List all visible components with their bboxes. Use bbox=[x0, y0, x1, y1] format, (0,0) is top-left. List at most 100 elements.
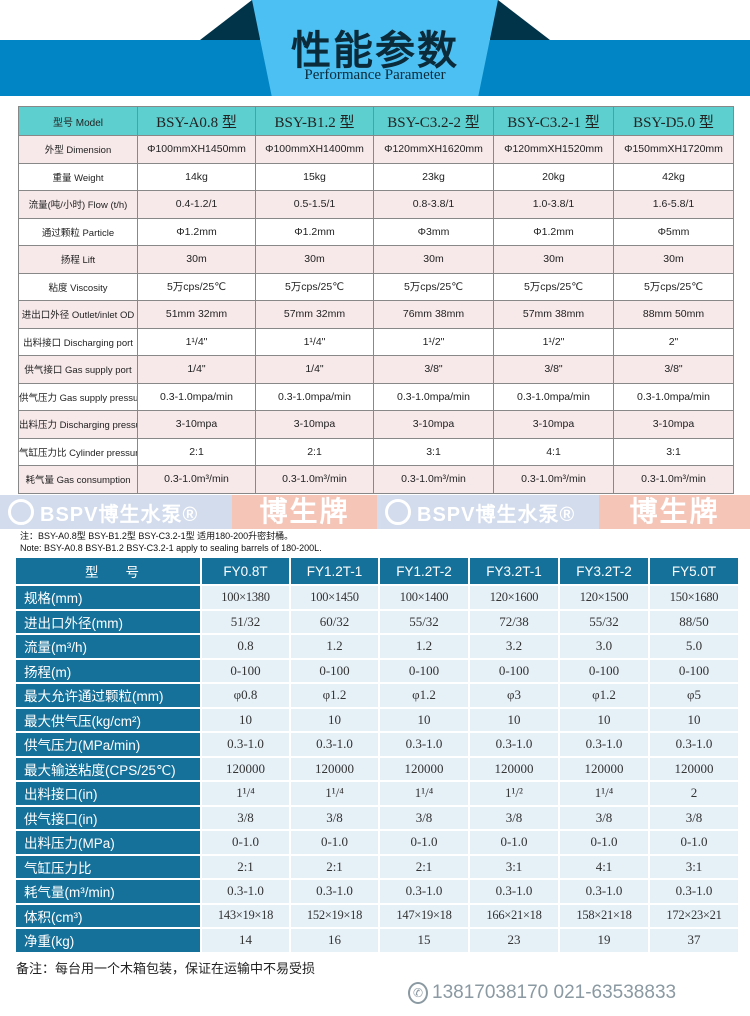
table-cell: 2:1 bbox=[137, 437, 256, 466]
watermark-brand: BSPV博生水泵® bbox=[377, 495, 599, 529]
banner-triangle-right bbox=[490, 0, 550, 40]
table-cell: 120×1600 bbox=[468, 584, 560, 611]
table-row: 供气接口 Gas supply port 1/4" 1/4" 3/8" 3/8" 3/8" bbox=[18, 355, 734, 384]
watermark-brand-cn-text: 博生牌 bbox=[629, 496, 720, 527]
table-cell: 0.8 bbox=[200, 633, 291, 660]
table-cell: φ3 bbox=[468, 682, 560, 709]
table-cell: 1¹/4" bbox=[255, 327, 374, 356]
table-cell: 51/32 bbox=[200, 608, 291, 635]
table-row: 耗气量(m³/min) 0.3-1.0 0.3-1.0 0.3-1.0 0.3-1.0 0… bbox=[14, 878, 740, 905]
table-cell: 51mm 32mm bbox=[137, 300, 256, 329]
table-cell: 5万cps/25℃ bbox=[493, 272, 614, 301]
table-cell: 0.3-1.0m³/min bbox=[373, 465, 494, 494]
table-header-row: 型 号 FY0.8T FY1.2T-1 FY1.2T-2 FY3.2T-1 FY3.2T-… bbox=[14, 556, 740, 586]
table-cell: Φ120mmXH1620mm bbox=[373, 135, 494, 164]
table-row: 最大输送粘度(CPS/25℃) 120000 120000 120000 120000 1… bbox=[14, 755, 740, 782]
table-cell: 23kg bbox=[373, 162, 494, 191]
table-cell: Φ100mmXH1400mm bbox=[255, 135, 374, 164]
table-row: 通过颗粒 Particle Φ1.2mm Φ1.2mm Φ3mm Φ1.2mm Φ5mm bbox=[18, 217, 734, 246]
table-cell: 1¹/2" bbox=[373, 327, 494, 356]
table-cell: Φ5mm bbox=[613, 217, 734, 246]
table-cell: 0-100 bbox=[289, 657, 380, 684]
table-cell: 2:1 bbox=[289, 853, 380, 880]
row-label: 最大供气压(kg/cm²) bbox=[14, 706, 202, 733]
table-row: 最大允许通过颗粒(mm) φ0.8 φ1.2 φ1.2 φ3 φ1.2 φ5 bbox=[14, 682, 740, 709]
table-cell: 0.3-1.0 bbox=[289, 731, 380, 758]
table-cell: 0-1.0 bbox=[558, 829, 650, 856]
row-label: 最大允许通过颗粒(mm) bbox=[14, 682, 202, 709]
watermark-brand: BSPV博生水泵® bbox=[0, 495, 232, 529]
row-label: 型 号 bbox=[14, 556, 202, 586]
table-cell: 3-10mpa bbox=[373, 410, 494, 439]
row-label: 气缸压力比 bbox=[14, 853, 202, 880]
table-row: 气缸压力比 2:1 2:1 2:1 3:1 4:1 3:1 bbox=[14, 853, 740, 880]
table-cell: 10 bbox=[558, 706, 650, 733]
table-row: 供气压力 Gas supply pressure 0.3-1.0mpa/min 0.… bbox=[18, 382, 734, 411]
row-label: 进出口外径(mm) bbox=[14, 608, 202, 635]
table-cell: Φ100mmXH1450mm bbox=[137, 135, 256, 164]
watermark-brand-cn: 博生牌 bbox=[232, 495, 377, 529]
table-cell: 0-100 bbox=[558, 657, 650, 684]
table-cell: 15 bbox=[378, 927, 470, 954]
table-cell: 0-100 bbox=[648, 657, 740, 684]
table-cell: 120000 bbox=[558, 755, 650, 782]
table-cell: 5万cps/25℃ bbox=[255, 272, 374, 301]
table-cell: 2" bbox=[613, 327, 734, 356]
table-cell: 30m bbox=[613, 245, 734, 274]
table-cell: 0-100 bbox=[468, 657, 560, 684]
table-cell: 30m bbox=[255, 245, 374, 274]
phone-numbers: 13817038170 021-63538833 bbox=[432, 982, 677, 1003]
table-cell: 3-10mpa bbox=[255, 410, 374, 439]
table-cell: 2 bbox=[648, 780, 740, 807]
table-cell: 0.3-1.0 bbox=[289, 878, 380, 905]
table-cell: 0-100 bbox=[200, 657, 291, 684]
table-cell: 0.3-1.0mpa/min bbox=[613, 382, 734, 411]
table-cell: Φ150mmXH1720mm bbox=[613, 135, 734, 164]
table-row: 最大供气压(kg/cm²) 10 10 10 10 10 10 bbox=[14, 706, 740, 733]
row-label: 供气压力(MPa/min) bbox=[14, 731, 202, 758]
table-cell: 2:1 bbox=[255, 437, 374, 466]
table-cell: 1¹/² bbox=[468, 780, 560, 807]
table-cell: 55/32 bbox=[378, 608, 470, 635]
table-cell: 0.3-1.0 bbox=[200, 878, 291, 905]
table-cell: 0.3-1.0 bbox=[648, 878, 740, 905]
table-cell: 0.3-1.0 bbox=[378, 731, 470, 758]
table-cell: 0.4-1.2/1 bbox=[137, 190, 256, 219]
table-cell: 172×23×21 bbox=[648, 902, 740, 929]
watermark-brand-text: BSPV博生水泵® bbox=[40, 503, 199, 526]
table-cell: 5万cps/25℃ bbox=[373, 272, 494, 301]
row-label: 气缸压力比 Cylinder pressure ratio bbox=[18, 437, 138, 466]
table-cell: 3.0 bbox=[558, 633, 650, 660]
table-cell: 37 bbox=[648, 927, 740, 954]
table-cell: BSY-C3.2-2 型 bbox=[373, 106, 494, 136]
table-row: 进出口外径(mm) 51/32 60/32 55/32 72/38 55/32 88/50 bbox=[14, 608, 740, 635]
table-cell: 1¹/4" bbox=[137, 327, 256, 356]
table-row: 流量(吨/小时) Flow (t/h) 0.4-1.2/1 0.5-1.5/1 0.8… bbox=[18, 190, 734, 219]
contact-phone: ✆ 13817038170 021-63538833 bbox=[408, 982, 676, 1004]
table-cell: 0-1.0 bbox=[468, 829, 560, 856]
table-row: 扬程 Lift 30m 30m 30m 30m 30m bbox=[18, 245, 734, 274]
table-cell: 100×1380 bbox=[200, 584, 291, 611]
table-cell: 120×1500 bbox=[558, 584, 650, 611]
row-label: 体积(cm³) bbox=[14, 902, 202, 929]
table-cell: 10 bbox=[648, 706, 740, 733]
table-cell: BSY-D5.0 型 bbox=[613, 106, 734, 136]
row-label: 净重(kg) bbox=[14, 927, 202, 954]
table-cell: 1/4" bbox=[137, 355, 256, 384]
table-cell: φ1.2 bbox=[558, 682, 650, 709]
table-cell: 10 bbox=[289, 706, 380, 733]
table-cell: 4:1 bbox=[558, 853, 650, 880]
table-cell: BSY-C3.2-1 型 bbox=[493, 106, 614, 136]
table-cell: 20kg bbox=[493, 162, 614, 191]
table-cell: 0-1.0 bbox=[648, 829, 740, 856]
table-cell: 1.0-3.8/1 bbox=[493, 190, 614, 219]
table-cell: 3:1 bbox=[373, 437, 494, 466]
table-cell: 0-1.0 bbox=[378, 829, 470, 856]
table-row: 净重(kg) 14 16 15 23 19 37 bbox=[14, 927, 740, 954]
table-cell: φ1.2 bbox=[378, 682, 470, 709]
table-cell: BSY-B1.2 型 bbox=[255, 106, 374, 136]
table-row: 出料压力 Discharging pressure 3-10mpa 3-10mpa 3… bbox=[18, 410, 734, 439]
table-cell: 158×21×18 bbox=[558, 902, 650, 929]
fy-spec-table: 型 号 FY0.8T FY1.2T-1 FY1.2T-2 FY3.2T-1 FY3.2T-… bbox=[14, 556, 740, 954]
table-cell: 14 bbox=[200, 927, 291, 954]
